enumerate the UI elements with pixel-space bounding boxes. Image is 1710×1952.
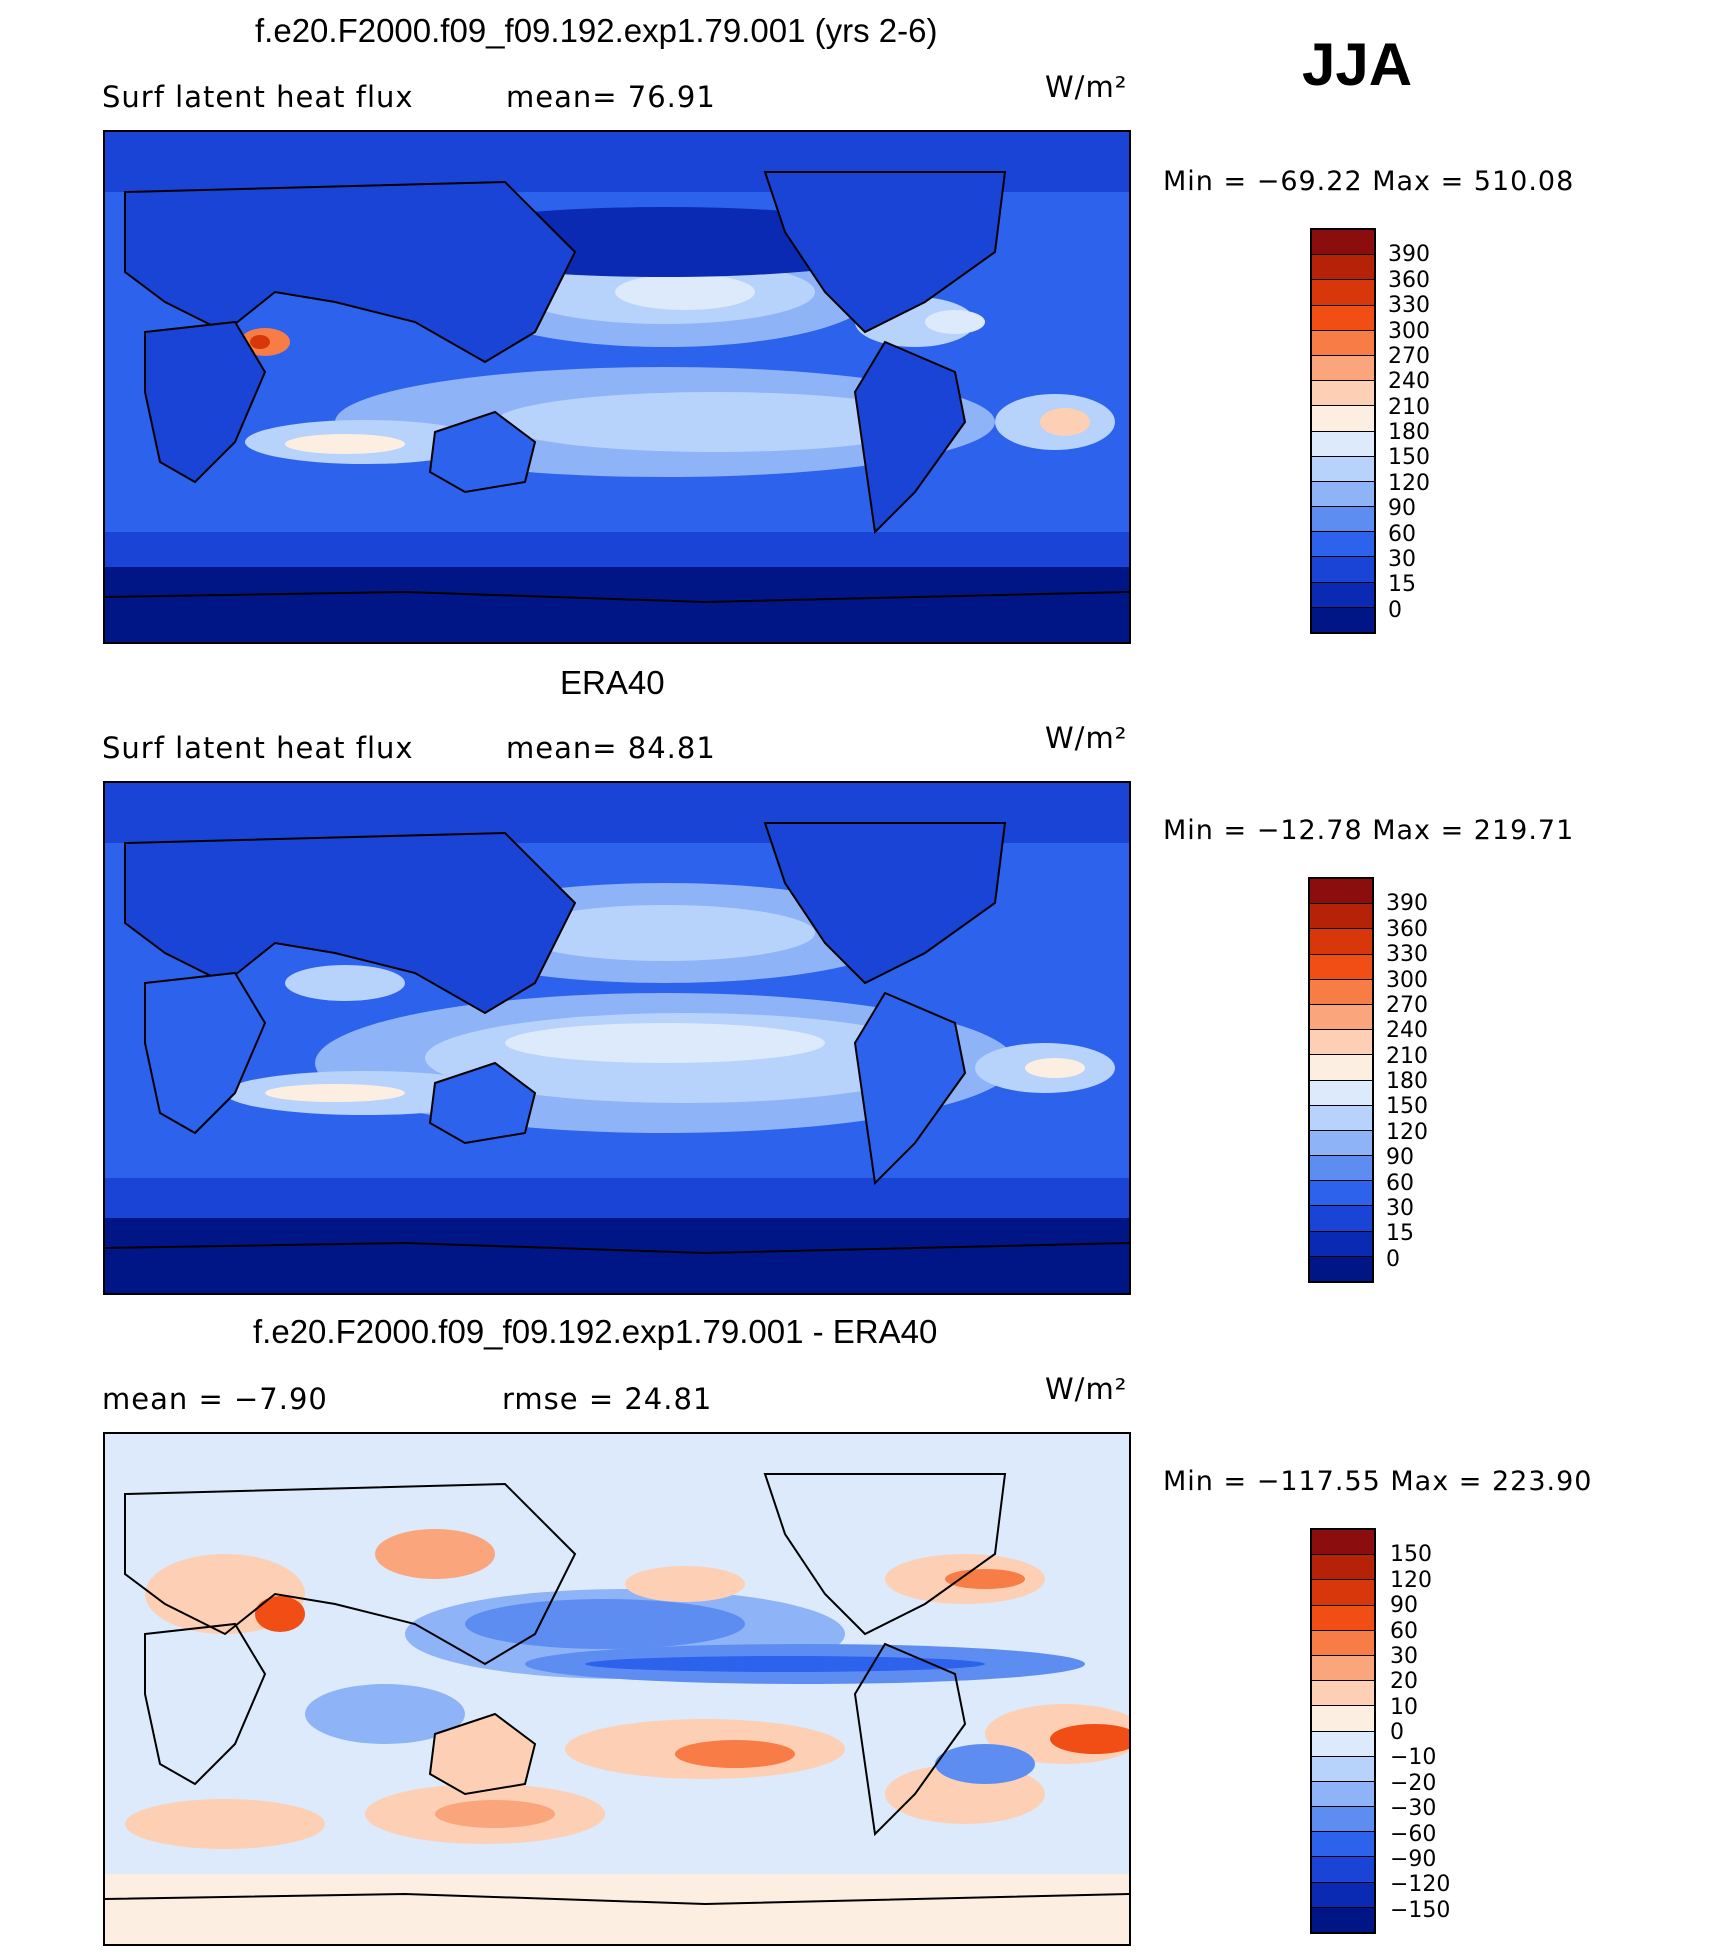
colorbar-tick-label: 0: [1386, 1246, 1400, 1272]
colorbar-tick-label: 30: [1386, 1195, 1414, 1221]
colorbar-tick-label: 15: [1386, 1221, 1414, 1247]
colorbar-tick-label: 60: [1390, 1618, 1418, 1644]
colorbar-labels: 150 120 90 60 30 20 10 0 −10 −20 −30 −60 −90 −120 −150: [1390, 1544, 1470, 1924]
colorbar-obs: [1308, 877, 1374, 1283]
colorbar-tick-label: 90: [1388, 496, 1416, 522]
colorbar-tick-label: 270: [1386, 992, 1428, 1018]
colorbar-tick-label: −60: [1390, 1821, 1437, 1847]
world-map: [105, 1434, 1129, 1944]
colorbar-tick-label: 300: [1386, 967, 1428, 993]
colorbar-labels: 390 360 330 300 270 240 210 180 150 120 90 60 30 15 0: [1386, 893, 1466, 1273]
mean-label: mean= 76.91: [506, 80, 716, 114]
colorbar-labels: 390 360 330 300 270 240 210 180 150 120 90 60 30 15 0: [1388, 244, 1468, 624]
colorbar-tick-label: 0: [1390, 1720, 1404, 1745]
colorbar-tick-label: 390: [1388, 242, 1430, 268]
world-map: [105, 132, 1129, 642]
variable-label: Surf latent heat flux: [102, 731, 414, 765]
panel-title: f.e20.F2000.f09_f09.192.exp1.79.001 - ER…: [253, 1313, 938, 1350]
colorbar-tick-label: 330: [1386, 942, 1428, 968]
colorbar-tick-label: 180: [1388, 420, 1430, 445]
colorbar-tick-label: −150: [1390, 1897, 1451, 1923]
units-label: W/m²: [1045, 1372, 1128, 1406]
colorbar-tick-label: 270: [1388, 343, 1430, 369]
colorbar-tick-label: 150: [1388, 445, 1430, 471]
colorbar-tick-label: 360: [1386, 916, 1428, 942]
colorbar-tick-label: 30: [1388, 546, 1416, 572]
colorbar-tick-label: 300: [1388, 318, 1430, 344]
colorbar-tick-label: 0: [1388, 597, 1402, 623]
colorbar-tick-label: 240: [1388, 369, 1430, 395]
colorbar-diff: [1310, 1528, 1376, 1934]
colorbar-tick-label: 120: [1390, 1567, 1432, 1593]
rmse-label: rmse = 24.81: [502, 1382, 713, 1416]
minmax-label: Min = −117.55 Max = 223.90: [1163, 1466, 1593, 1497]
colorbar-tick-label: 120: [1388, 470, 1430, 496]
colorbar-tick-label: 360: [1388, 267, 1430, 293]
minmax-label: Min = −69.22 Max = 510.08: [1163, 166, 1575, 197]
colorbar-tick-label: 150: [1386, 1094, 1428, 1120]
colorbar-tick-label: 90: [1386, 1145, 1414, 1171]
season-label: JJA: [1302, 31, 1413, 98]
colorbar-tick-label: 10: [1390, 1694, 1418, 1720]
variable-label: Surf latent heat flux: [102, 80, 414, 114]
colorbar-tick-label: 120: [1386, 1119, 1428, 1145]
world-map: [105, 783, 1129, 1293]
map-obs: [103, 781, 1131, 1295]
mean-label: mean= 84.81: [506, 731, 716, 765]
colorbar-tick-label: −120: [1390, 1872, 1451, 1898]
colorbar-tick-label: 390: [1386, 891, 1428, 917]
colorbar-tick-label: 60: [1388, 521, 1416, 547]
colorbar-tick-label: 210: [1388, 394, 1430, 420]
colorbar-tick-label: 150: [1390, 1542, 1432, 1568]
colorbar-tick-label: −10: [1390, 1745, 1437, 1771]
colorbar-tick-label: 330: [1388, 293, 1430, 319]
colorbar-tick-label: 30: [1390, 1643, 1418, 1669]
colorbar-tick-label: 180: [1386, 1069, 1428, 1094]
colorbar-tick-label: −90: [1390, 1846, 1437, 1872]
colorbar-tick-label: 210: [1386, 1043, 1428, 1069]
panel-title: f.e20.F2000.f09_f09.192.exp1.79.001 (yrs…: [255, 12, 938, 49]
colorbar-model: [1310, 228, 1376, 634]
colorbar-tick-label: 90: [1390, 1593, 1418, 1619]
mean-label: mean = −7.90: [102, 1382, 328, 1416]
map-diff: [103, 1432, 1131, 1946]
panel-title: ERA40: [560, 664, 665, 701]
colorbar-tick-label: 15: [1388, 572, 1416, 598]
colorbar-tick-label: −30: [1390, 1796, 1437, 1822]
units-label: W/m²: [1045, 70, 1128, 104]
colorbar-tick-label: 20: [1390, 1669, 1418, 1695]
units-label: W/m²: [1045, 721, 1128, 755]
colorbar-tick-label: −20: [1390, 1770, 1437, 1796]
minmax-label: Min = −12.78 Max = 219.71: [1163, 815, 1575, 846]
colorbar-tick-label: 60: [1386, 1170, 1414, 1196]
map-model: [103, 130, 1131, 644]
colorbar-tick-label: 240: [1386, 1018, 1428, 1044]
